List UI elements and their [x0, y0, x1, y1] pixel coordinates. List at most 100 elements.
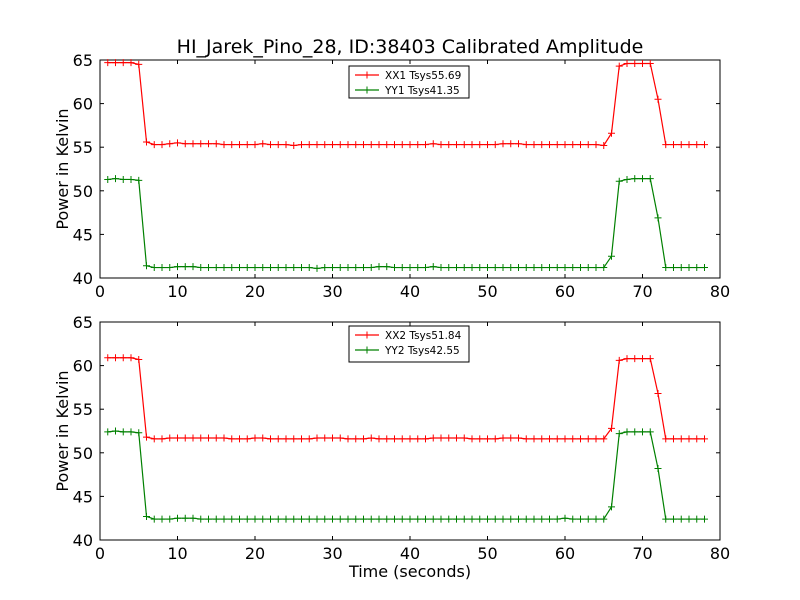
data-point	[592, 264, 600, 272]
data-point	[515, 140, 522, 148]
legend-label: YY2 Tsys42.55	[384, 345, 460, 357]
data-point	[445, 515, 453, 523]
data-point	[553, 435, 561, 443]
data-point	[135, 60, 143, 68]
data-point	[491, 435, 499, 443]
data-point	[561, 264, 569, 272]
data-point	[243, 515, 251, 523]
data-point	[282, 515, 290, 523]
data-point	[143, 512, 150, 520]
data-point	[127, 59, 135, 67]
data-point	[522, 515, 530, 523]
data-point	[677, 515, 685, 523]
data-point	[553, 515, 561, 523]
data-point	[313, 141, 321, 149]
data-point	[561, 514, 569, 522]
y-tick-label: 40	[73, 531, 93, 550]
legend-marker	[363, 86, 371, 94]
data-point	[274, 435, 282, 443]
data-point	[143, 138, 150, 146]
legend-label: XX2 Tsys51.84	[385, 330, 462, 342]
data-point	[476, 264, 484, 272]
legend-marker	[363, 346, 371, 354]
data-point	[460, 141, 468, 149]
data-point	[561, 435, 569, 443]
data-point	[336, 264, 344, 272]
data-point	[499, 434, 507, 442]
data-point	[181, 434, 189, 442]
x-axis-label: Time (seconds)	[348, 562, 471, 581]
data-point	[391, 141, 398, 149]
data-point	[646, 59, 654, 67]
y-axis-label: Power in Kelvin	[53, 370, 72, 491]
data-point	[623, 355, 631, 363]
data-point	[313, 515, 321, 523]
data-point	[406, 435, 414, 443]
data-point	[484, 264, 491, 272]
x-tick-label: 10	[167, 544, 187, 563]
data-point	[189, 140, 197, 148]
data-point	[600, 435, 608, 443]
legend-label: YY1 Tsys41.35	[384, 85, 460, 97]
x-tick-label: 70	[632, 282, 652, 301]
data-point	[460, 264, 468, 272]
data-point	[406, 141, 414, 149]
data-point	[662, 141, 670, 149]
data-point	[646, 428, 654, 436]
data-point	[298, 435, 305, 443]
data-point	[484, 435, 491, 443]
data-point	[445, 141, 453, 149]
data-point	[367, 141, 375, 149]
data-point	[321, 515, 329, 523]
data-point	[553, 141, 561, 149]
data-point	[150, 264, 158, 272]
data-point	[228, 141, 236, 149]
data-point	[468, 141, 476, 149]
chart-title: HI_Jarek_Pino_28, ID:38403 Calibrated Am…	[177, 36, 644, 58]
data-point	[181, 263, 189, 271]
data-point	[290, 141, 298, 149]
data-point	[476, 141, 484, 149]
data-point	[429, 140, 437, 148]
data-point	[577, 264, 584, 272]
data-point	[212, 434, 220, 442]
data-point	[406, 264, 414, 272]
data-point	[623, 428, 631, 436]
data-point	[267, 264, 274, 272]
data-point	[174, 139, 181, 147]
data-point	[290, 515, 298, 523]
data-point	[329, 264, 336, 272]
data-point	[499, 264, 507, 272]
data-point	[236, 264, 243, 272]
x-tick-label: 50	[477, 544, 497, 563]
data-point	[228, 515, 236, 523]
data-point	[398, 435, 406, 443]
data-point	[468, 264, 476, 272]
data-point	[329, 515, 336, 523]
data-point	[646, 355, 654, 363]
data-point	[360, 264, 367, 272]
data-point	[212, 140, 220, 148]
data-point	[166, 434, 174, 442]
data-point	[522, 264, 530, 272]
data-point	[530, 435, 538, 443]
data-point	[414, 435, 422, 443]
x-tick-label: 60	[555, 282, 575, 301]
x-tick-label: 60	[555, 544, 575, 563]
x-tick-label: 0	[95, 282, 105, 301]
data-point	[654, 390, 662, 398]
data-point	[158, 435, 166, 443]
data-point	[538, 435, 546, 443]
data-point	[584, 141, 592, 149]
data-point	[445, 264, 453, 272]
data-point	[569, 435, 577, 443]
data-point	[166, 140, 174, 148]
data-point	[522, 435, 530, 443]
data-point	[321, 434, 329, 442]
data-point	[375, 435, 383, 443]
data-point	[197, 140, 205, 148]
data-point	[220, 434, 228, 442]
data-point	[236, 515, 243, 523]
data-point	[274, 515, 282, 523]
data-point	[639, 355, 646, 363]
